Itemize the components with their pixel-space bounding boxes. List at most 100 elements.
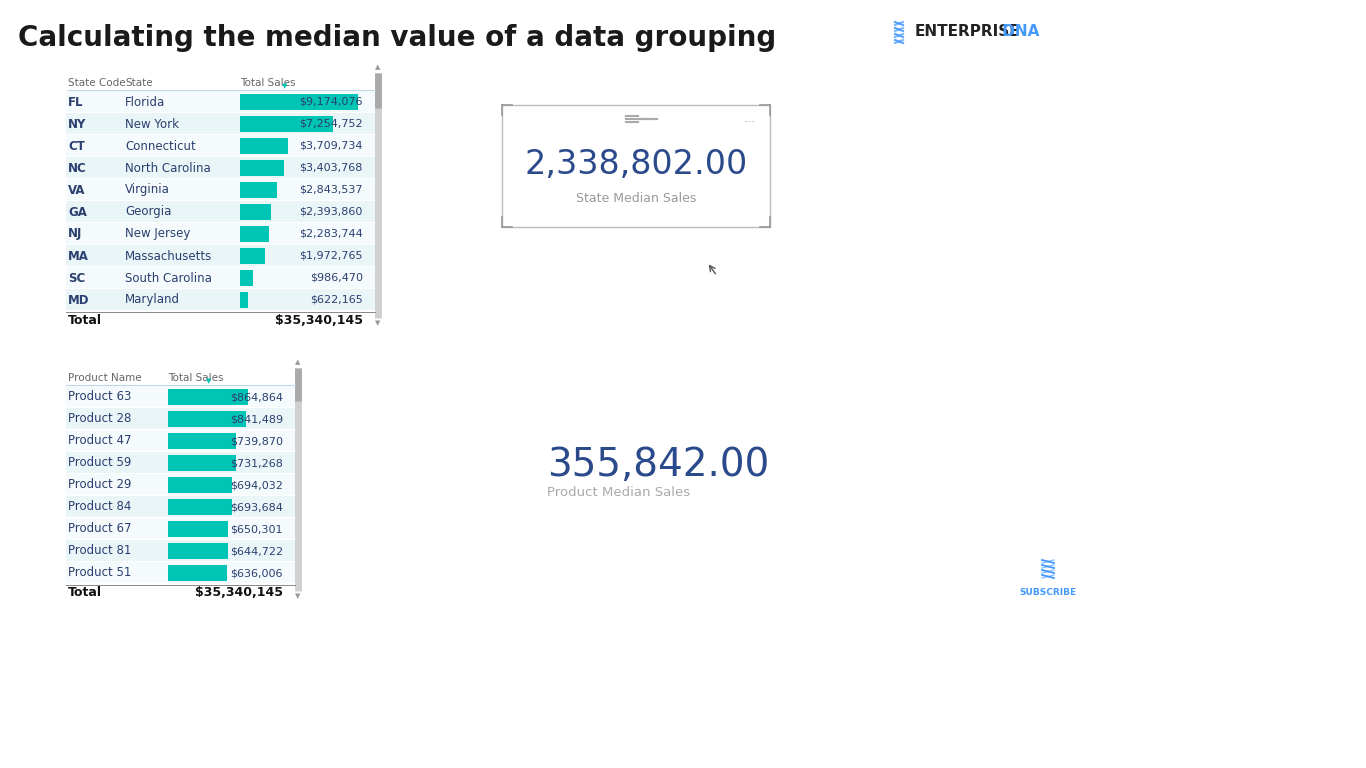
Text: Connecticut: Connecticut	[126, 140, 195, 153]
FancyBboxPatch shape	[66, 245, 376, 266]
FancyBboxPatch shape	[240, 204, 270, 220]
Text: ▼: ▼	[281, 83, 287, 89]
Text: $35,340,145: $35,340,145	[195, 587, 283, 600]
FancyBboxPatch shape	[66, 113, 376, 134]
Text: Product 59: Product 59	[68, 456, 131, 469]
Text: $731,268: $731,268	[229, 458, 283, 468]
Text: Product 47: Product 47	[68, 435, 131, 448]
FancyBboxPatch shape	[240, 270, 253, 286]
Text: Virginia: Virginia	[126, 184, 169, 197]
FancyBboxPatch shape	[240, 248, 265, 264]
FancyBboxPatch shape	[168, 499, 232, 515]
FancyBboxPatch shape	[66, 474, 295, 495]
Text: Total: Total	[68, 587, 102, 600]
FancyBboxPatch shape	[66, 223, 376, 244]
Text: $650,301: $650,301	[231, 524, 283, 534]
Text: $3,403,768: $3,403,768	[299, 163, 363, 173]
FancyBboxPatch shape	[168, 543, 228, 559]
Text: $2,283,744: $2,283,744	[299, 229, 363, 239]
Text: MA: MA	[68, 250, 89, 263]
Text: ▼: ▼	[295, 593, 301, 599]
FancyBboxPatch shape	[168, 455, 236, 471]
FancyBboxPatch shape	[240, 94, 358, 110]
Text: $693,684: $693,684	[229, 502, 283, 512]
Text: Total: Total	[68, 313, 102, 326]
FancyBboxPatch shape	[240, 116, 333, 132]
Text: GA: GA	[68, 206, 87, 219]
Text: ▲: ▲	[295, 359, 301, 365]
FancyBboxPatch shape	[168, 433, 236, 449]
Text: Calculating the median value of a data grouping: Calculating the median value of a data g…	[18, 24, 776, 52]
Text: $986,470: $986,470	[310, 273, 363, 283]
Text: $1,972,765: $1,972,765	[299, 251, 363, 261]
FancyBboxPatch shape	[66, 135, 376, 156]
FancyBboxPatch shape	[66, 201, 376, 222]
Text: $7,254,752: $7,254,752	[299, 119, 363, 129]
Text: SC: SC	[68, 272, 85, 284]
Text: $636,006: $636,006	[231, 568, 283, 578]
FancyBboxPatch shape	[168, 411, 246, 427]
Text: ▲: ▲	[376, 64, 381, 70]
Text: Product 51: Product 51	[68, 567, 131, 580]
FancyBboxPatch shape	[168, 521, 228, 537]
Text: $2,843,537: $2,843,537	[299, 185, 363, 195]
Text: NC: NC	[68, 161, 87, 174]
Text: State: State	[126, 78, 153, 88]
FancyBboxPatch shape	[66, 540, 295, 561]
Text: Product 67: Product 67	[68, 522, 131, 535]
Text: $841,489: $841,489	[229, 414, 283, 424]
Text: $739,870: $739,870	[229, 436, 283, 446]
Text: Product Median Sales: Product Median Sales	[546, 486, 690, 499]
Text: Product Name: Product Name	[68, 373, 142, 383]
Text: 2,338,802.00: 2,338,802.00	[525, 148, 747, 181]
Text: MD: MD	[68, 293, 90, 306]
Text: Total Sales: Total Sales	[240, 78, 295, 88]
Text: $9,174,076: $9,174,076	[299, 97, 363, 107]
FancyBboxPatch shape	[66, 267, 376, 288]
Text: $35,340,145: $35,340,145	[275, 313, 363, 326]
Text: VA: VA	[68, 184, 86, 197]
Text: Product 28: Product 28	[68, 412, 131, 425]
FancyBboxPatch shape	[501, 105, 770, 227]
Text: Massachusetts: Massachusetts	[126, 250, 212, 263]
Text: CT: CT	[68, 140, 85, 153]
Text: Product 63: Product 63	[68, 390, 131, 403]
Text: NJ: NJ	[68, 227, 82, 240]
FancyBboxPatch shape	[240, 182, 276, 198]
FancyBboxPatch shape	[240, 292, 249, 308]
Text: South Carolina: South Carolina	[126, 272, 212, 284]
FancyBboxPatch shape	[240, 160, 284, 176]
Text: Maryland: Maryland	[126, 293, 180, 306]
FancyBboxPatch shape	[168, 477, 232, 493]
Text: North Carolina: North Carolina	[126, 161, 210, 174]
Text: SUBSCRIBE: SUBSCRIBE	[1019, 588, 1076, 597]
Text: $644,722: $644,722	[229, 546, 283, 556]
Text: State Code: State Code	[68, 78, 126, 88]
Text: DNA: DNA	[997, 25, 1040, 39]
Text: New York: New York	[126, 118, 179, 131]
FancyBboxPatch shape	[168, 389, 249, 405]
Text: Total Sales: Total Sales	[168, 373, 224, 383]
FancyBboxPatch shape	[66, 562, 295, 583]
FancyBboxPatch shape	[168, 565, 227, 581]
FancyBboxPatch shape	[66, 386, 295, 407]
Text: Product 29: Product 29	[68, 478, 131, 492]
FancyBboxPatch shape	[66, 496, 295, 517]
Text: $2,393,860: $2,393,860	[299, 207, 363, 217]
FancyBboxPatch shape	[66, 452, 295, 473]
Text: ...: ...	[744, 111, 755, 124]
Text: Florida: Florida	[126, 95, 165, 108]
FancyBboxPatch shape	[240, 138, 288, 154]
Text: NY: NY	[68, 118, 86, 131]
FancyBboxPatch shape	[66, 179, 376, 200]
FancyBboxPatch shape	[66, 91, 376, 112]
Text: ▼: ▼	[206, 378, 212, 384]
Text: Product 84: Product 84	[68, 501, 131, 514]
Text: New Jersey: New Jersey	[126, 227, 190, 240]
Text: $864,864: $864,864	[229, 392, 283, 402]
Text: $694,032: $694,032	[229, 480, 283, 490]
Text: FL: FL	[68, 95, 83, 108]
Text: State Median Sales: State Median Sales	[576, 191, 697, 204]
FancyBboxPatch shape	[66, 518, 295, 539]
Text: Georgia: Georgia	[126, 206, 171, 219]
